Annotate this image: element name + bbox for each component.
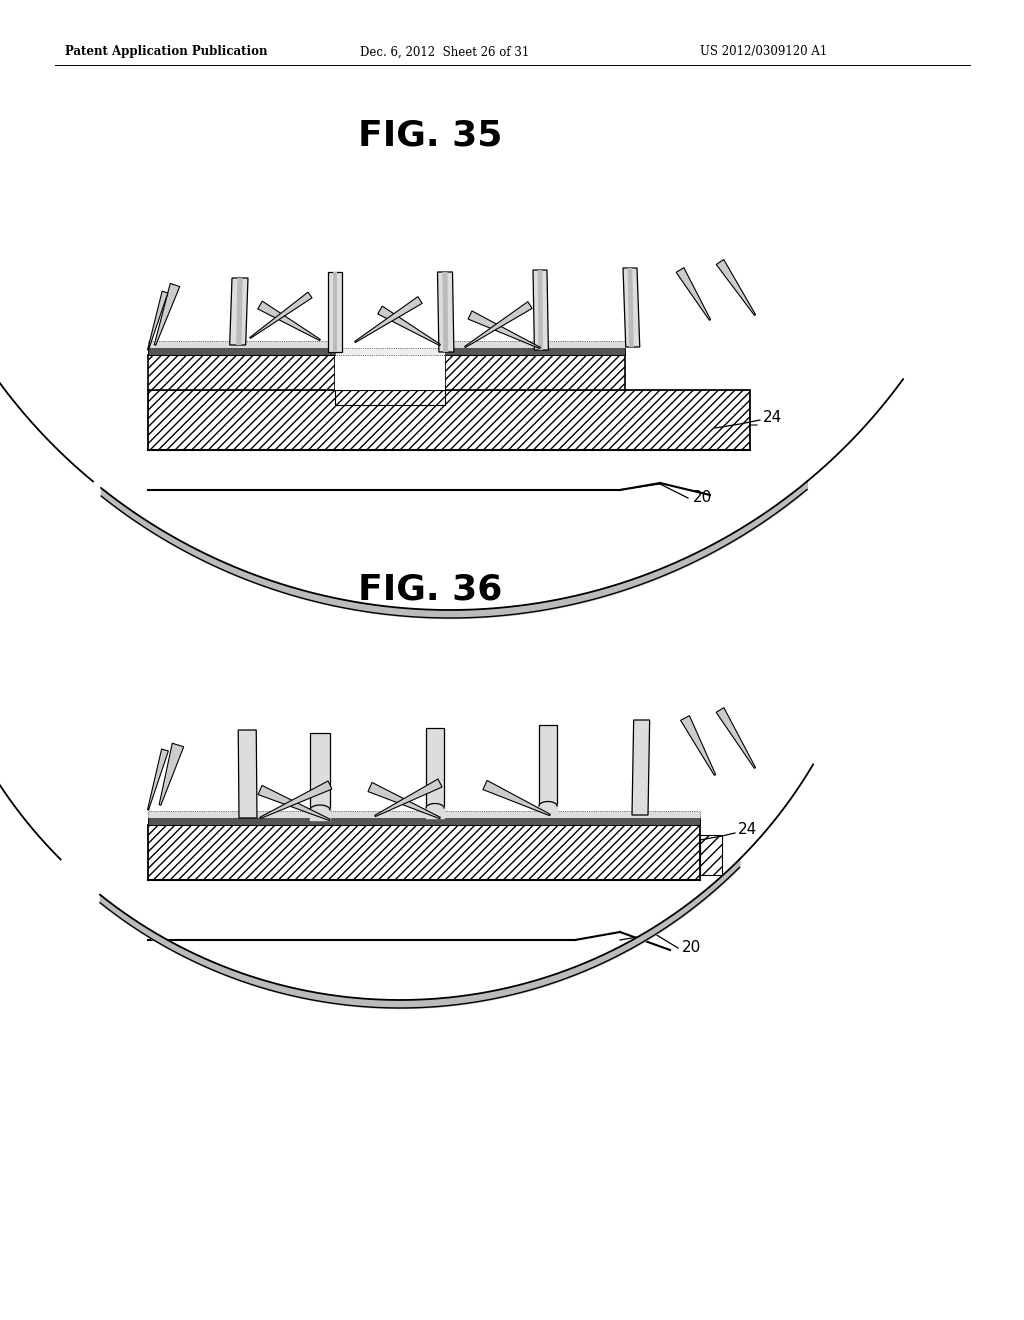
Bar	[335, 341, 445, 389]
Bar	[148, 389, 750, 450]
Polygon shape	[328, 272, 342, 352]
Text: US 2012/0309120 A1: US 2012/0309120 A1	[700, 45, 827, 58]
Text: FIG. 36: FIG. 36	[357, 573, 502, 607]
Polygon shape	[239, 730, 257, 818]
Polygon shape	[437, 272, 454, 352]
Bar	[445, 341, 625, 348]
Polygon shape	[147, 292, 168, 350]
Bar	[700, 836, 722, 875]
Polygon shape	[676, 268, 711, 321]
Polygon shape	[465, 302, 532, 347]
Polygon shape	[538, 271, 543, 350]
Text: 24: 24	[763, 409, 782, 425]
Polygon shape	[229, 279, 248, 345]
Polygon shape	[483, 780, 550, 816]
Polygon shape	[258, 301, 321, 341]
Bar	[148, 355, 335, 389]
Bar	[148, 825, 700, 880]
Polygon shape	[378, 306, 440, 346]
Polygon shape	[716, 708, 756, 768]
Bar	[148, 818, 700, 825]
Bar	[148, 810, 700, 818]
Bar	[335, 389, 445, 405]
Polygon shape	[534, 271, 549, 350]
Polygon shape	[623, 268, 640, 347]
Polygon shape	[258, 785, 331, 821]
Polygon shape	[260, 781, 332, 818]
Polygon shape	[681, 715, 716, 775]
Text: FIG. 35: FIG. 35	[357, 117, 502, 152]
Bar	[148, 348, 335, 355]
Bar	[445, 348, 625, 355]
Polygon shape	[237, 279, 243, 345]
Polygon shape	[155, 284, 180, 346]
Polygon shape	[539, 725, 557, 807]
Polygon shape	[442, 272, 449, 352]
Text: 20: 20	[682, 940, 701, 956]
Polygon shape	[250, 292, 312, 338]
Bar	[335, 348, 445, 355]
Polygon shape	[468, 312, 541, 348]
Text: 24: 24	[738, 822, 758, 837]
Polygon shape	[159, 743, 183, 805]
Polygon shape	[628, 268, 634, 347]
Polygon shape	[310, 733, 330, 810]
Polygon shape	[426, 729, 444, 808]
Polygon shape	[333, 272, 337, 352]
Text: Dec. 6, 2012  Sheet 26 of 31: Dec. 6, 2012 Sheet 26 of 31	[360, 45, 529, 58]
Polygon shape	[147, 748, 168, 810]
Polygon shape	[354, 297, 422, 342]
Text: Patent Application Publication: Patent Application Publication	[65, 45, 267, 58]
Polygon shape	[368, 783, 440, 818]
Bar	[445, 355, 625, 389]
Text: 20: 20	[693, 491, 713, 506]
Bar	[148, 341, 335, 348]
Polygon shape	[632, 719, 649, 814]
Polygon shape	[716, 260, 756, 315]
Polygon shape	[375, 779, 442, 817]
